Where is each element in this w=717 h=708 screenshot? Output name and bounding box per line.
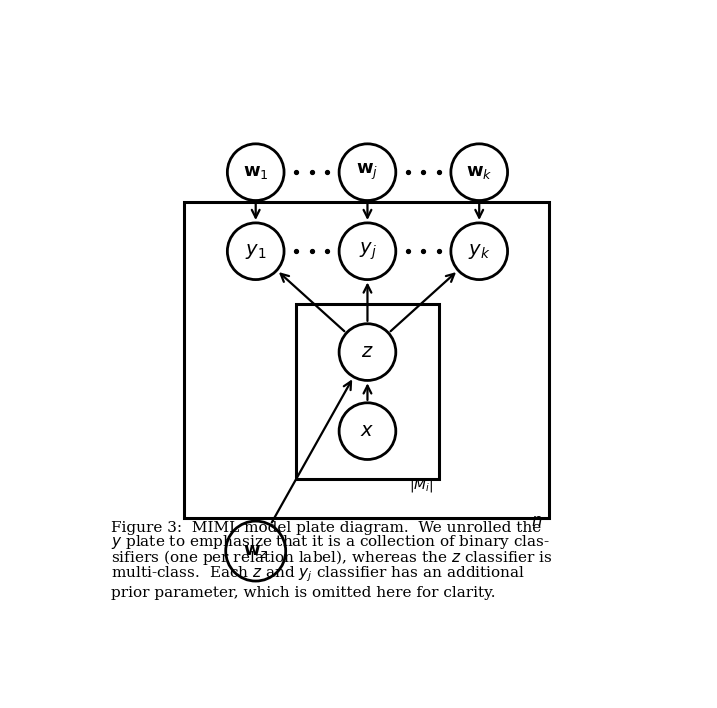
Text: Figure 3:  MIML model plate diagram.  We unrolled the: Figure 3: MIML model plate diagram. We u… bbox=[111, 520, 541, 535]
Text: prior parameter, which is omitted here for clarity.: prior parameter, which is omitted here f… bbox=[111, 586, 495, 600]
Text: $n$: $n$ bbox=[531, 513, 542, 530]
Ellipse shape bbox=[339, 403, 396, 459]
Text: $y_1$: $y_1$ bbox=[245, 241, 267, 261]
Text: $z$: $z$ bbox=[361, 343, 374, 361]
Ellipse shape bbox=[451, 223, 508, 280]
Ellipse shape bbox=[339, 223, 396, 280]
Text: sifiers (one per relation label), whereas the $z$ classifier is: sifiers (one per relation label), wherea… bbox=[111, 549, 553, 567]
Ellipse shape bbox=[339, 324, 396, 380]
Text: $\mathbf{w}_z$: $\mathbf{w}_z$ bbox=[243, 542, 269, 560]
Bar bbox=[295, 304, 440, 479]
Text: $\mathbf{w}_k$: $\mathbf{w}_k$ bbox=[466, 163, 493, 181]
Ellipse shape bbox=[227, 144, 284, 200]
Text: multi-class.  Each $z$ and $y_j$ classifier has an additional: multi-class. Each $z$ and $y_j$ classifi… bbox=[111, 564, 526, 584]
Text: $y_j$: $y_j$ bbox=[358, 241, 376, 262]
Text: $y$ plate to emphasize that it is a collection of binary clas-: $y$ plate to emphasize that it is a coll… bbox=[111, 533, 550, 551]
Text: $|M_i|$: $|M_i|$ bbox=[409, 476, 434, 494]
Bar bbox=[184, 202, 549, 518]
Ellipse shape bbox=[227, 223, 284, 280]
Text: $y_k$: $y_k$ bbox=[468, 241, 490, 261]
Text: $\mathbf{w}_j$: $\mathbf{w}_j$ bbox=[356, 162, 379, 182]
Ellipse shape bbox=[451, 144, 508, 200]
Ellipse shape bbox=[226, 521, 285, 581]
Ellipse shape bbox=[339, 144, 396, 200]
Text: $x$: $x$ bbox=[361, 422, 374, 440]
Text: $\mathbf{w}_1$: $\mathbf{w}_1$ bbox=[243, 163, 269, 181]
